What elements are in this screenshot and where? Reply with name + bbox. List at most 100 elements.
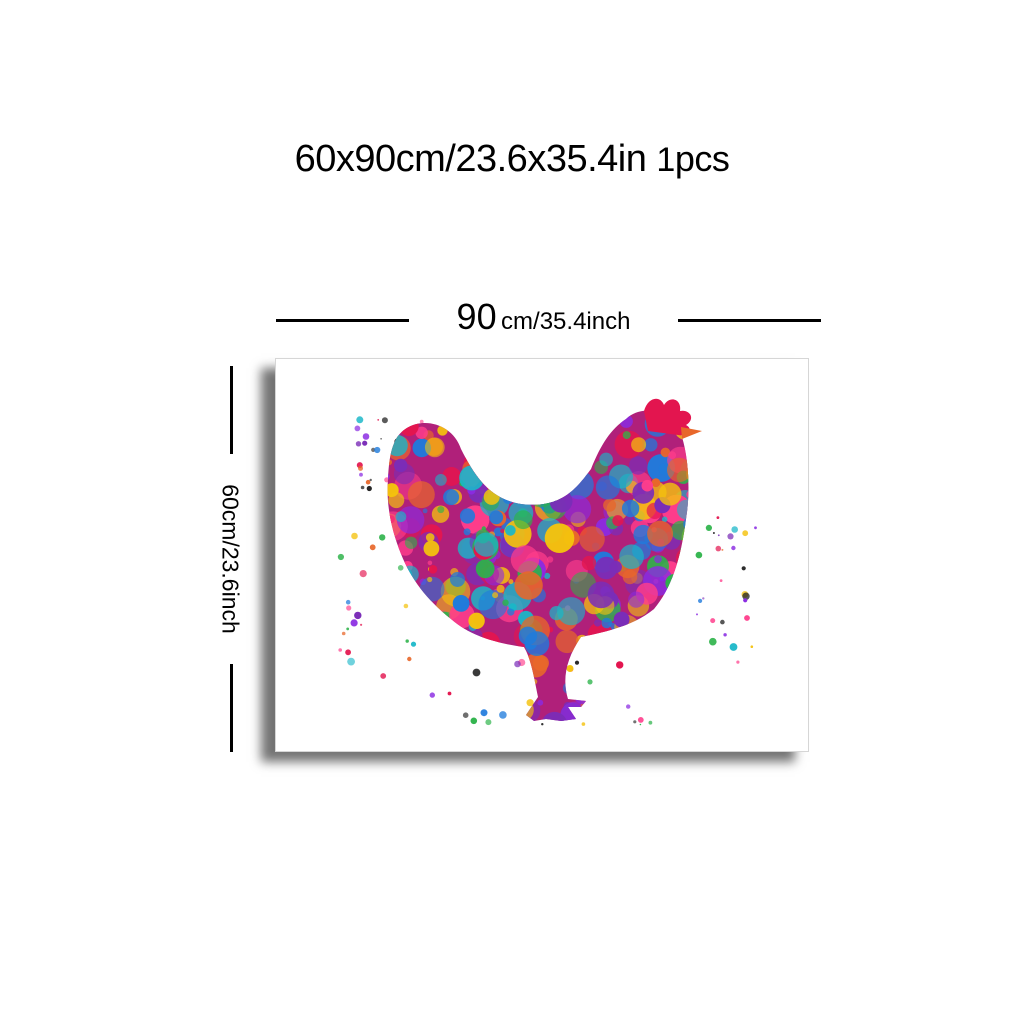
paint-drop xyxy=(424,711,429,716)
paint-drop xyxy=(425,533,435,542)
paint-drop xyxy=(619,414,633,428)
paint-drop xyxy=(563,483,570,490)
paint-drop xyxy=(404,536,418,549)
paint-speck xyxy=(742,592,750,600)
width-dimension-label: 90 cm/35.4inch xyxy=(409,296,678,338)
paint-drop xyxy=(404,676,423,694)
paint-drop xyxy=(525,493,537,505)
paint-drop xyxy=(701,655,712,666)
paint-speck xyxy=(362,440,368,446)
paint-drop xyxy=(484,410,505,411)
paint-speck xyxy=(407,656,412,662)
paint-speck xyxy=(744,615,750,621)
paint-drop xyxy=(584,701,589,707)
paint-drop xyxy=(443,489,460,506)
width-number: 90 xyxy=(456,296,497,337)
paint-drop xyxy=(437,506,445,514)
paint-drop xyxy=(678,675,689,693)
paint-speck xyxy=(480,709,488,717)
paint-drop xyxy=(404,615,433,644)
paint-drop xyxy=(401,623,416,638)
paint-drop xyxy=(607,410,612,415)
paint-drop xyxy=(451,652,480,681)
paint-speck xyxy=(710,618,716,624)
paint-drop xyxy=(486,694,500,708)
paint-speck xyxy=(736,660,740,664)
paint-drop xyxy=(424,437,445,458)
paint-drop xyxy=(468,612,485,629)
paint-drop xyxy=(571,473,577,479)
paint-drop xyxy=(661,625,683,646)
paint-drop xyxy=(546,454,571,479)
paint-drop xyxy=(562,682,575,694)
paint-speck xyxy=(369,478,372,482)
paint-drop xyxy=(666,703,681,718)
paint-speck xyxy=(447,691,452,696)
paint-speck xyxy=(379,534,386,541)
paint-drop xyxy=(683,517,689,531)
paint-drop xyxy=(620,658,650,688)
paint-drop xyxy=(671,520,689,541)
paint-drop xyxy=(674,622,689,639)
paint-speck xyxy=(472,668,481,677)
paint-drop xyxy=(387,566,399,577)
paint-drop xyxy=(399,627,405,633)
width-unit: cm/35.4inch xyxy=(501,308,631,335)
width-dimension-line-right xyxy=(678,319,821,322)
paint-drop xyxy=(555,410,584,434)
paint-drop xyxy=(495,434,509,447)
paint-drop xyxy=(546,556,554,563)
paint-drop xyxy=(476,410,488,420)
paint-drop xyxy=(435,474,447,486)
paint-drop xyxy=(551,456,581,486)
paint-drop xyxy=(374,643,387,656)
paint-speck xyxy=(354,425,361,432)
paint-drop xyxy=(393,659,423,689)
paint-drop xyxy=(457,419,479,442)
paint-drop xyxy=(645,667,653,675)
paint-speck xyxy=(354,611,362,620)
paint-drop xyxy=(652,611,674,633)
paint-speck xyxy=(355,441,362,447)
paint-speck xyxy=(717,534,720,537)
paint-drop xyxy=(387,434,408,457)
paint-drop xyxy=(515,422,543,450)
paint-drop xyxy=(697,605,707,615)
paint-speck xyxy=(719,579,723,582)
paint-drop xyxy=(465,697,476,708)
paint-drop xyxy=(488,687,496,695)
paint-drop xyxy=(387,561,400,587)
paint-drop xyxy=(532,679,538,685)
paint-drop xyxy=(405,699,412,705)
paint-drop xyxy=(474,532,499,557)
paint-drop xyxy=(578,712,601,721)
paint-drop xyxy=(507,608,515,616)
paint-speck xyxy=(499,711,507,719)
paint-drop xyxy=(587,581,615,609)
paint-drop xyxy=(673,610,689,635)
paint-drop xyxy=(691,583,717,609)
paint-drop xyxy=(676,499,689,520)
paint-drop xyxy=(387,428,396,444)
paint-drop xyxy=(448,420,460,432)
paint-drop xyxy=(619,544,644,569)
paint-drop xyxy=(595,556,618,580)
paint-speck xyxy=(587,679,593,685)
paint-drop xyxy=(519,436,530,447)
paint-drop xyxy=(566,451,573,458)
paint-drop xyxy=(390,640,399,649)
paint-drop xyxy=(483,429,504,450)
paint-drop xyxy=(426,619,436,630)
paint-speck xyxy=(574,660,580,665)
paint-speck xyxy=(470,717,478,725)
paint-drop xyxy=(681,523,689,551)
paint-drop xyxy=(691,495,703,507)
paint-drop xyxy=(554,471,563,480)
paint-drop xyxy=(387,707,406,721)
quantity-number: 1 xyxy=(656,141,675,179)
paint-speck xyxy=(374,446,381,454)
paint-drop xyxy=(675,547,689,571)
paint-drop xyxy=(523,442,543,461)
paint-drop xyxy=(657,673,663,680)
paint-drop xyxy=(387,534,393,565)
